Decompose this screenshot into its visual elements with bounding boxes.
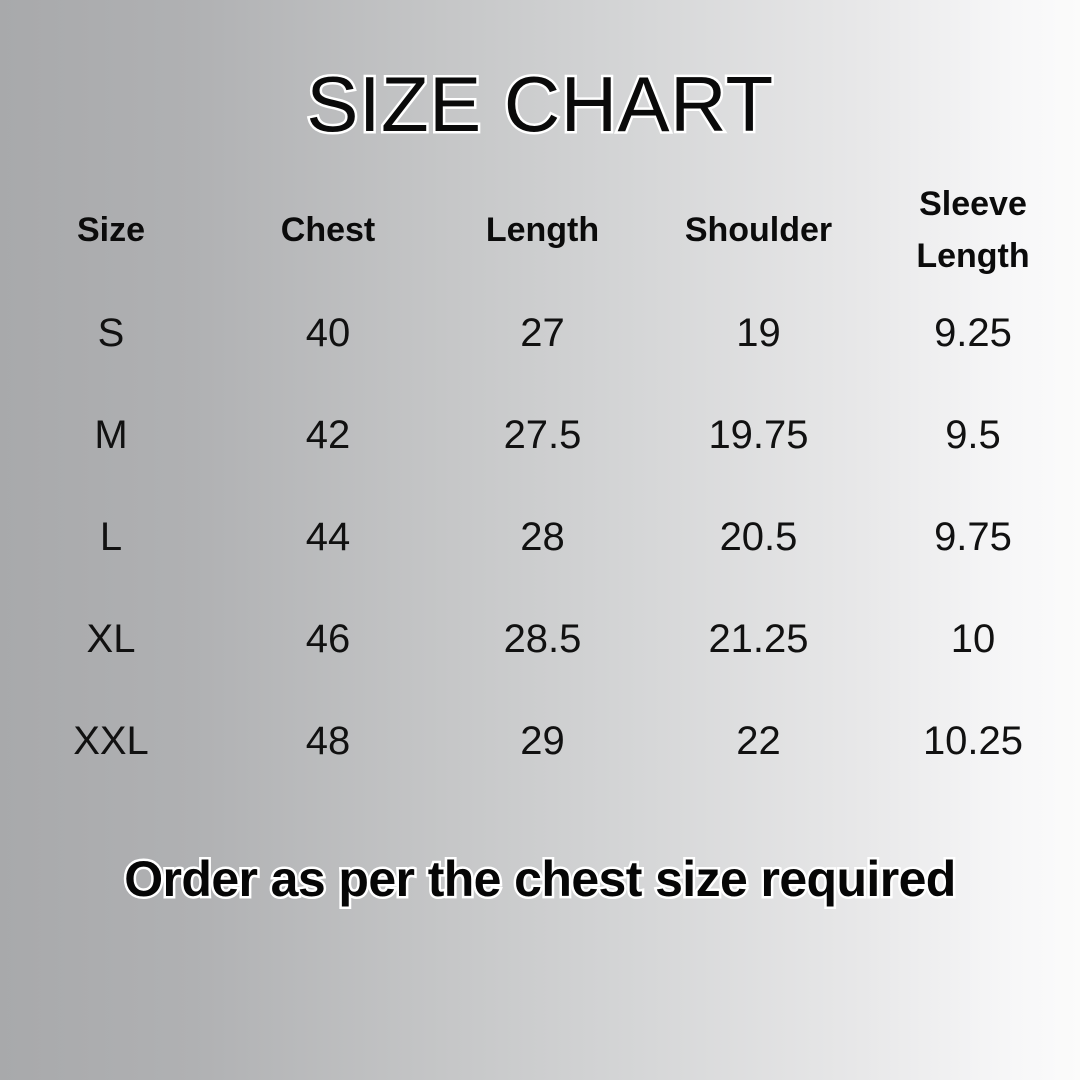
- column-header-chest: Chest: [222, 178, 434, 282]
- cell-shoulder: 19.75: [708, 413, 809, 457]
- cell-size: S: [97, 311, 125, 355]
- column-header-shoulder: Shoulder: [651, 178, 866, 282]
- cell-shoulder: 22: [736, 719, 781, 763]
- cell-chest: 40: [305, 311, 351, 355]
- cell-length: 28: [520, 515, 565, 559]
- cell-length: 28.5: [503, 617, 582, 661]
- table-row: L 44 28 20.5 9.75: [0, 486, 1080, 588]
- cell-sleeve-length: 9.5: [945, 413, 1001, 457]
- column-header-size-label: Size: [76, 211, 146, 249]
- table-row: XL 46 28.5 21.25 10: [0, 588, 1080, 690]
- column-header-size: Size: [0, 178, 222, 282]
- cell-sleeve-length: 9.75: [934, 515, 1012, 559]
- cell-chest: 42: [305, 413, 351, 457]
- cell-size: XL: [86, 617, 136, 661]
- cell-size: M: [94, 413, 128, 457]
- size-chart-table: Size Chest Length Shoulder Sleeve Length…: [0, 178, 1080, 792]
- table-row: S 40 27 19 9.25: [0, 282, 1080, 384]
- cell-shoulder: 20.5: [719, 515, 798, 559]
- cell-size: XXL: [73, 719, 149, 763]
- cell-length: 27.5: [503, 413, 582, 457]
- column-header-length: Length: [434, 178, 651, 282]
- column-header-chest-label: Chest: [280, 211, 376, 249]
- cell-length: 29: [520, 719, 565, 763]
- table-body: S 40 27 19 9.25 M 42 27.5 19.75 9.5 L 44…: [0, 282, 1080, 792]
- cell-chest: 44: [305, 515, 351, 559]
- column-header-sleeve-length-label: Sleeve Length: [916, 185, 1030, 275]
- cell-shoulder: 21.25: [708, 617, 809, 661]
- cell-shoulder: 19: [736, 311, 781, 355]
- order-instruction-note: Order as per the chest size required: [122, 849, 959, 910]
- cell-sleeve-length: 10.25: [922, 719, 1024, 763]
- column-header-shoulder-label: Shoulder: [684, 211, 833, 249]
- cell-size: L: [99, 515, 123, 559]
- table-row: XXL 48 29 22 10.25: [0, 690, 1080, 792]
- cell-chest: 46: [305, 617, 351, 661]
- cell-chest: 48: [305, 719, 351, 763]
- table-header-row: Size Chest Length Shoulder Sleeve Length: [0, 178, 1080, 282]
- column-header-sleeve-length: Sleeve Length: [866, 178, 1080, 282]
- cell-sleeve-length: 10: [950, 617, 996, 661]
- cell-length: 27: [520, 311, 565, 355]
- page-title: SIZE CHART: [304, 58, 776, 151]
- column-header-length-label: Length: [485, 211, 600, 249]
- cell-sleeve-length: 9.25: [934, 311, 1012, 355]
- table-header: Size Chest Length Shoulder Sleeve Length: [0, 178, 1080, 282]
- table-row: M 42 27.5 19.75 9.5: [0, 384, 1080, 486]
